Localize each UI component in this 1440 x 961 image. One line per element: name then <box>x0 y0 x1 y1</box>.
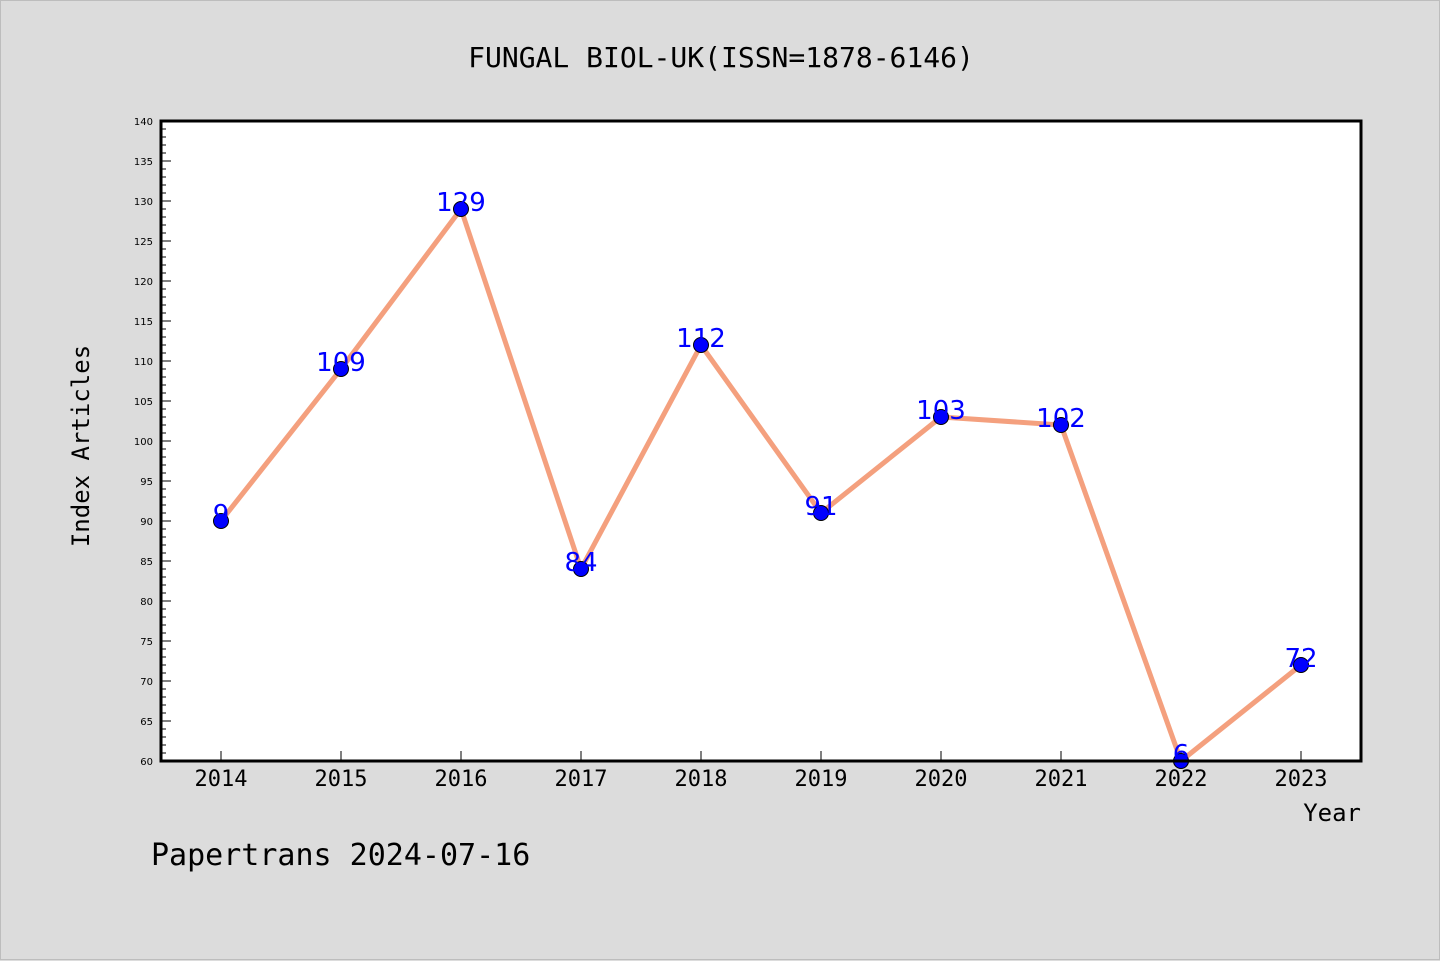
x-tick-label: 2019 <box>795 767 848 792</box>
data-point <box>1293 657 1309 673</box>
data-point <box>213 513 229 529</box>
chart-title: FUNGAL BIOL-UK(ISSN=1878-6146) <box>468 41 974 74</box>
y-axis-ticks: 60 65 70 75 80 85 90 95 100 105 110 115 120 125 130 135… <box>134 117 171 768</box>
y-tick-label: 70 <box>140 677 153 688</box>
data-label: 103 <box>916 396 966 426</box>
x-tick-label: 2023 <box>1275 767 1328 792</box>
data-point <box>1053 417 1069 433</box>
y-tick-label: 60 <box>140 757 153 768</box>
data-labels: 9 109 129 84 112 91 103 102 6 72 <box>213 188 1318 770</box>
x-axis-ticks: 2014 2015 2016 2017 2018 2019 2020 2021 2022 2023 <box>195 751 1328 792</box>
data-point <box>813 505 829 521</box>
series-line <box>219 206 1303 764</box>
y-tick-label: 110 <box>134 357 153 368</box>
footer-stamp: Papertrans 2024-07-16 <box>151 838 530 873</box>
data-label: 102 <box>1036 404 1086 434</box>
plot-frame <box>159 119 1363 763</box>
data-label: 84 <box>564 548 597 578</box>
x-tick-label: 2014 <box>195 767 248 792</box>
data-label: 109 <box>316 348 366 378</box>
y-tick-label: 100 <box>134 437 153 448</box>
data-label: 129 <box>436 188 486 218</box>
data-point <box>453 201 469 217</box>
y-tick-label: 140 <box>134 117 153 128</box>
x-tick-label: 2016 <box>435 767 488 792</box>
x-tick-label: 2021 <box>1035 767 1088 792</box>
x-tick-label: 2022 <box>1155 767 1208 792</box>
x-tick-label: 2017 <box>555 767 608 792</box>
x-tick-label: 2020 <box>915 767 968 792</box>
data-label: 91 <box>804 492 837 522</box>
plot-area <box>161 121 1361 761</box>
y-axis-label: Index Articles <box>67 345 95 547</box>
y-tick-label: 85 <box>140 557 153 568</box>
x-axis-label: Year <box>1303 799 1361 827</box>
y-tick-label: 90 <box>140 517 153 528</box>
y-tick-label: 115 <box>134 317 153 328</box>
y-tick-label: 105 <box>134 397 153 408</box>
y-tick-label: 65 <box>140 717 153 728</box>
data-label: 6 <box>1173 740 1190 770</box>
y-tick-label: 130 <box>134 197 153 208</box>
x-tick-label: 2015 <box>315 767 368 792</box>
y-tick-label: 80 <box>140 597 153 608</box>
data-point <box>693 337 709 353</box>
data-label: 72 <box>1284 644 1317 674</box>
data-point <box>333 361 349 377</box>
data-point <box>933 409 949 425</box>
y-tick-label: 120 <box>134 277 153 288</box>
data-label: 112 <box>676 324 726 354</box>
y-tick-label: 125 <box>134 237 153 248</box>
y-tick-label: 75 <box>140 637 153 648</box>
data-label: 9 <box>213 500 230 530</box>
y-tick-label: 135 <box>134 157 153 168</box>
data-point <box>573 561 589 577</box>
x-tick-label: 2018 <box>675 767 728 792</box>
y-tick-label: 95 <box>140 477 153 488</box>
